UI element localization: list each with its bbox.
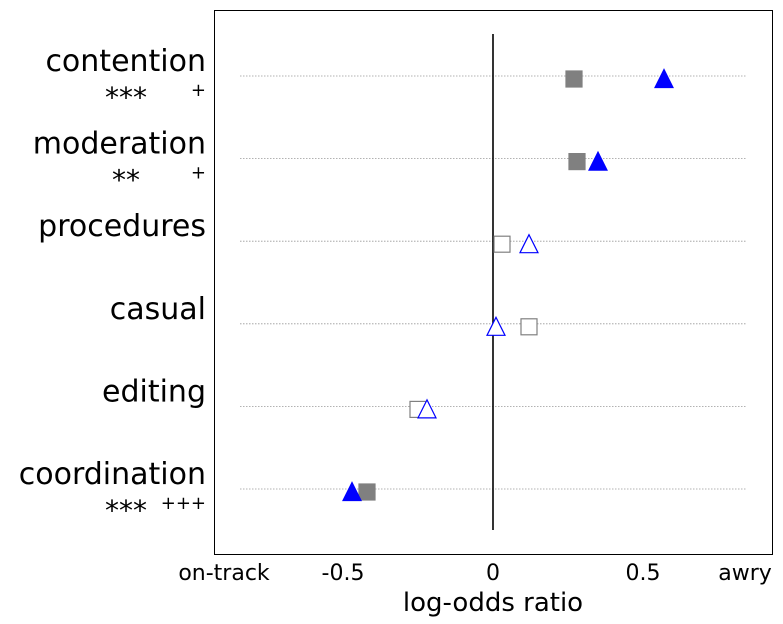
x-tick-label: on-track: [178, 561, 270, 586]
significance-square-moderation: **: [112, 164, 140, 197]
square-marker-coordination: [358, 483, 376, 501]
triangle-marker-editing: [417, 398, 437, 419]
square-marker-moderation: [568, 153, 586, 171]
category-labels: contention*** +moderation** +procedurescas…: [19, 44, 206, 527]
category-label-editing: editing: [102, 374, 206, 409]
x-tick-label: awry: [718, 561, 772, 586]
category-label-contention: contention: [45, 44, 206, 79]
triangle-marker-moderation: [588, 150, 608, 171]
square-marker-contention: [565, 70, 583, 88]
triangle-marker-casual: [486, 315, 506, 336]
category-label-coordination: coordination: [19, 457, 206, 492]
plot-frame: [214, 10, 773, 555]
significance-square-contention: ***: [105, 81, 147, 114]
markers: [342, 68, 674, 502]
triangle-marker-contention: [654, 68, 674, 89]
x-tick-label: 0.5: [626, 561, 661, 586]
x-tick-labels: on-track -0.5 0 0.5 awry: [178, 561, 771, 586]
category-label-procedures: procedures: [38, 209, 206, 244]
significance-triangle-coordination: +++: [161, 493, 206, 514]
category-label-moderation: moderation: [33, 127, 206, 162]
triangle-marker-coordination: [342, 481, 362, 502]
significance-triangle-moderation: +: [191, 163, 206, 184]
category-label-casual: casual: [110, 292, 206, 327]
triangle-marker-procedures: [519, 233, 539, 254]
significance-square-coordination: ***: [105, 494, 147, 527]
x-tick-label: -0.5: [322, 561, 365, 586]
significance-triangle-contention: +: [191, 80, 206, 101]
square-marker-casual: [520, 318, 538, 336]
x-tick-label: 0: [486, 561, 500, 586]
x-axis-title: log-odds ratio: [403, 588, 583, 618]
square-marker-procedures: [493, 235, 511, 253]
